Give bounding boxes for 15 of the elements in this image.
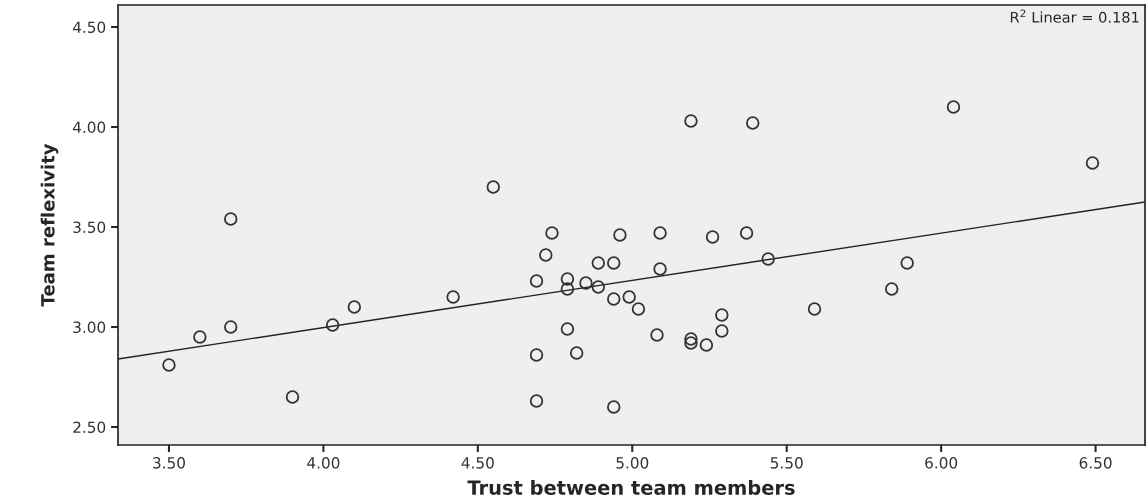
- x-tick-label: 5.00: [616, 457, 649, 469]
- x-tick-label: 6.00: [925, 457, 958, 469]
- x-tick-label: 6.50: [1079, 457, 1112, 469]
- y-tick-label: 4.00: [72, 121, 106, 134]
- y-tick-label: 3.50: [73, 221, 106, 234]
- x-axis-title: Trust between team members: [467, 479, 795, 495]
- y-tick-label: 3.00: [73, 321, 106, 334]
- x-tick-label: 4.50: [461, 457, 494, 469]
- annotation: R$^{2}$ Linear = 0.181: [1010, 9, 1139, 23]
- y-tick-label: 2.50: [73, 421, 106, 434]
- x-tick-label: 3.50: [153, 457, 185, 469]
- y-tick-label: 4.50: [72, 21, 106, 34]
- x-tick-label: 4.00: [307, 457, 340, 469]
- y-axis-title: Team reflexivity: [40, 143, 59, 307]
- x-tick-label: 5.50: [770, 457, 803, 469]
